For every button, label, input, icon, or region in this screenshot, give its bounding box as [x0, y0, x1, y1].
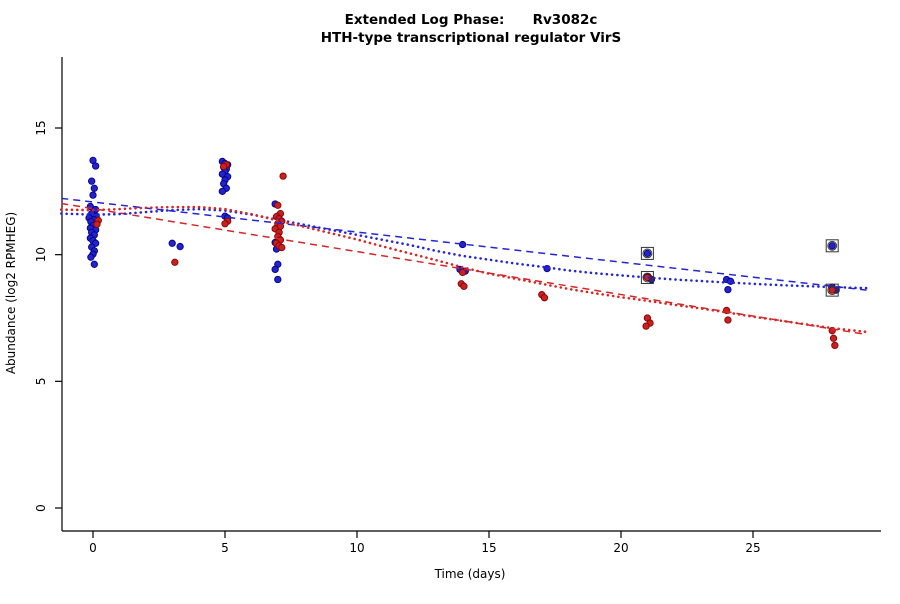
condition-red-point	[458, 268, 467, 277]
outlier-ring-icon	[827, 240, 838, 251]
outlier-box-icon	[640, 246, 654, 260]
condition-red-point	[279, 172, 287, 180]
y-axis-label: Abundance (log2 RPMHEG)	[4, 212, 18, 374]
condition-red-point	[221, 220, 229, 228]
condition-blue-point	[87, 253, 95, 261]
x-tick-label: 20	[613, 541, 628, 555]
condition-red-point	[724, 316, 732, 324]
condition-blue-point	[90, 260, 98, 268]
condition-blue-point	[90, 184, 98, 192]
outlier-box-icon	[825, 239, 839, 253]
outlier-box-icon	[825, 283, 839, 297]
tick-marks-layer: 0 5 10 15 20 25 0 5 10 15	[34, 120, 761, 555]
outlier-ring-icon	[642, 248, 653, 259]
x-tick-label: 0	[89, 541, 97, 555]
red-linear-fit-curve	[61, 202, 867, 336]
x-tick-label: 10	[349, 541, 364, 555]
blue-linear-fit-curve	[61, 197, 867, 291]
y-tick-label: 5	[34, 378, 48, 386]
outlier-markers-layer	[640, 239, 839, 297]
condition-red-point	[171, 258, 179, 266]
condition-red-point	[828, 286, 836, 294]
condition-red-point	[460, 282, 468, 290]
condition-blue-point	[274, 275, 282, 284]
condition-red-point	[274, 201, 282, 209]
condition-blue-point	[88, 177, 96, 185]
axes	[61, 57, 881, 532]
x-axis-label: Time (days)	[434, 567, 506, 581]
condition-red-point	[220, 162, 228, 171]
condition-red-point	[829, 334, 838, 342]
condition-blue-point	[168, 239, 176, 247]
condition-blue-point	[643, 249, 652, 258]
y-tick-label: 0	[34, 504, 48, 512]
chart-title-line2: HTH-type transcriptional regulator VirS	[321, 30, 622, 46]
blue-smooth-fit-curve	[59, 207, 868, 290]
x-tick-label: 5	[221, 541, 229, 555]
outlier-box-icon	[640, 270, 654, 284]
condition-red-point	[642, 322, 650, 330]
condition-red-point	[93, 220, 101, 228]
condition-blue-point	[828, 242, 836, 250]
condition-blue-point	[724, 285, 732, 294]
condition-blue-point	[458, 240, 467, 249]
fit-curves-layer	[59, 197, 868, 336]
y-tick-label: 15	[34, 120, 48, 135]
red-smooth-fit-curve	[59, 205, 868, 334]
condition-blue-point	[89, 191, 97, 199]
condition-blue-point	[271, 265, 279, 274]
data-points-layer	[85, 156, 840, 350]
x-tick-label: 25	[745, 541, 760, 555]
outlier-ring-icon	[642, 272, 653, 283]
condition-blue-point	[91, 162, 100, 170]
outlier-ring-icon	[827, 285, 838, 296]
condition-red-point	[831, 341, 839, 350]
y-tick-label: 10	[34, 247, 48, 262]
condition-red-point	[278, 243, 286, 252]
condition-blue-point	[176, 242, 184, 251]
condition-red-point	[540, 294, 549, 302]
x-tick-label: 15	[481, 541, 496, 555]
condition-blue-point	[218, 187, 227, 195]
chart-title-line1: Extended Log Phase: Rv3082c	[345, 12, 598, 28]
